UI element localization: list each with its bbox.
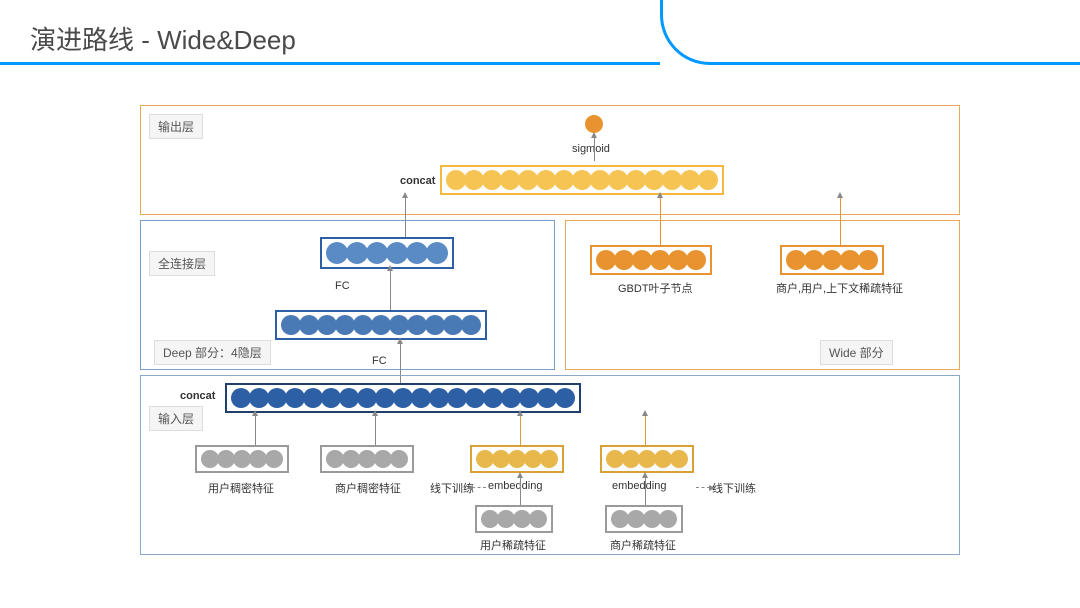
- wide-sparse-label: 商户,用户,上下文稀疏特征: [776, 280, 903, 296]
- deep-note-label: Deep 部分：4隐层: [154, 340, 271, 365]
- deep-concat-nodes: [225, 383, 581, 413]
- dash-arrow-right: [696, 487, 710, 488]
- arrow-widesparse-up: [840, 197, 841, 245]
- header-rule: [0, 62, 660, 65]
- arrow-embed1-up: [520, 415, 521, 445]
- offline-train-right: 线下训练: [712, 480, 756, 496]
- arrow-usersparse-up: [520, 477, 521, 505]
- shop-sparse-label: 商户稀疏特征: [610, 537, 676, 553]
- arrow-fc2-to-fc1: [390, 270, 391, 310]
- gbdt-nodes: [590, 245, 712, 275]
- arrow-shopsparse-up: [645, 477, 646, 505]
- arrow-gbdt-up: [660, 197, 661, 245]
- input-layer-label: 输入层: [149, 406, 203, 431]
- fc2-nodes: [275, 310, 487, 340]
- embedding-label-2: embedding: [612, 480, 666, 492]
- concat-top-label: concat: [400, 175, 435, 187]
- wide-note-label: Wide 部分: [820, 340, 893, 365]
- header-curve: [660, 0, 1080, 65]
- shop-dense-label: 商户稠密特征: [335, 480, 401, 496]
- user-dense-nodes: [195, 445, 289, 473]
- arrow-userdense-up: [255, 415, 256, 445]
- fc-layer-label: 全连接层: [149, 251, 215, 276]
- user-sparse-nodes: [475, 505, 553, 533]
- wide-deep-diagram: 输出层 sigmoid concat 全连接层 Deep 部分：4隐层 FC F…: [140, 105, 960, 555]
- sigmoid-label: sigmoid: [572, 143, 610, 155]
- fc-label-2: FC: [372, 355, 387, 367]
- fc-label-1: FC: [335, 280, 350, 292]
- embed2-nodes: [600, 445, 694, 473]
- shop-sparse-nodes: [605, 505, 683, 533]
- output-layer-label: 输出层: [149, 114, 203, 139]
- dash-arrow-left: [472, 487, 486, 488]
- embedding-label-1: embedding: [488, 480, 542, 492]
- arrow-fc1-to-concat: [405, 197, 406, 237]
- concat-top-nodes: [440, 165, 724, 195]
- sigmoid-node: [585, 115, 603, 133]
- concat-bottom-label: concat: [180, 390, 215, 402]
- arrow-sigmoid: [594, 137, 595, 161]
- embed1-nodes: [470, 445, 564, 473]
- wide-sparse-nodes: [780, 245, 884, 275]
- shop-dense-nodes: [320, 445, 414, 473]
- arrow-embed2-up: [645, 415, 646, 445]
- user-dense-label: 用户稠密特征: [208, 480, 274, 496]
- arrow-shopdense-up: [375, 415, 376, 445]
- user-sparse-label: 用户稀疏特征: [480, 537, 546, 553]
- gbdt-label: GBDT叶子节点: [618, 280, 693, 296]
- output-region: 输出层: [140, 105, 960, 215]
- page-title: 演进路线 - Wide&Deep: [30, 20, 296, 57]
